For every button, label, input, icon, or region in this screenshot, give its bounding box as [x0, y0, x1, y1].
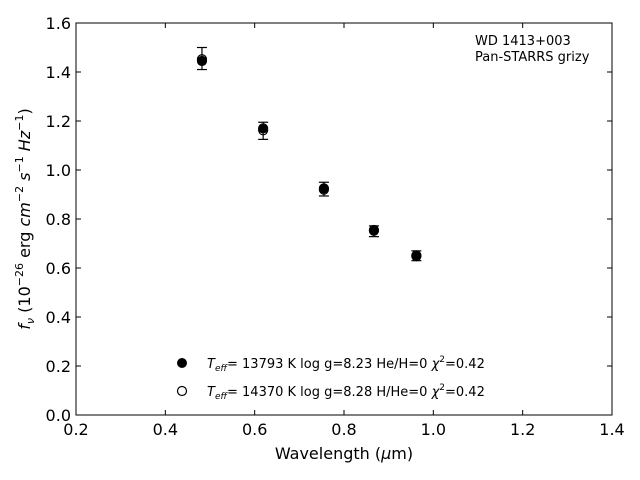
y-tick-label: 1.4: [46, 63, 71, 82]
y-tick-label: 1.6: [46, 14, 71, 33]
x-tick-label: 0.6: [242, 420, 267, 439]
x-tick-label: 0.4: [153, 420, 178, 439]
y-tick-label: 0.8: [46, 210, 71, 229]
x-tick-label: 1.0: [421, 420, 446, 439]
x-tick-label: 0.2: [63, 420, 88, 439]
y-tick-label: 1.0: [46, 161, 71, 180]
data-marks: [196, 46, 422, 262]
y-tick-label: 0.2: [46, 357, 71, 376]
legend-entry-1: Teff= 13793 K log g=8.23 He/H=0 χ2=0.42: [207, 355, 485, 374]
legend: Teff= 13793 K log g=8.23 He/H=0 χ2=0.42 …: [176, 355, 485, 402]
model-point-open: [258, 125, 269, 136]
legend-marker-filled: [177, 358, 187, 368]
x-tick-label: 1.2: [510, 420, 535, 439]
model-point-filled: [258, 123, 269, 134]
model-point-open: [368, 225, 380, 236]
y-axis-label: fν (10−26 erg cm−2 s−1 Hz−1): [13, 108, 37, 329]
y-tick-label: 1.2: [46, 112, 71, 131]
x-tick-label: 0.8: [331, 420, 356, 439]
annotation-line-2: Pan-STARRS grizy: [475, 50, 590, 65]
x-axis-label: Wavelength (μm): [275, 444, 413, 463]
ticks: 0.2 0.4 0.6 0.8 1.0 1.2 1.40.00.20.40.60.81.01…: [46, 14, 625, 439]
model-point-open: [411, 250, 422, 261]
model-point-open: [196, 54, 208, 65]
y-tick-label: 0.4: [46, 308, 71, 327]
legend-marker-open: [176, 385, 188, 397]
model-point-open: [318, 184, 329, 195]
annotation-line-1: WD 1413+003: [475, 34, 571, 49]
y-tick-label: 0.0: [46, 406, 71, 425]
y-tick-label: 0.6: [46, 259, 71, 278]
legend-entry-2: Teff= 14370 K log g=8.28 H/He=0 χ2=0.42: [207, 383, 485, 402]
x-tick-label: 1.4: [599, 420, 624, 439]
